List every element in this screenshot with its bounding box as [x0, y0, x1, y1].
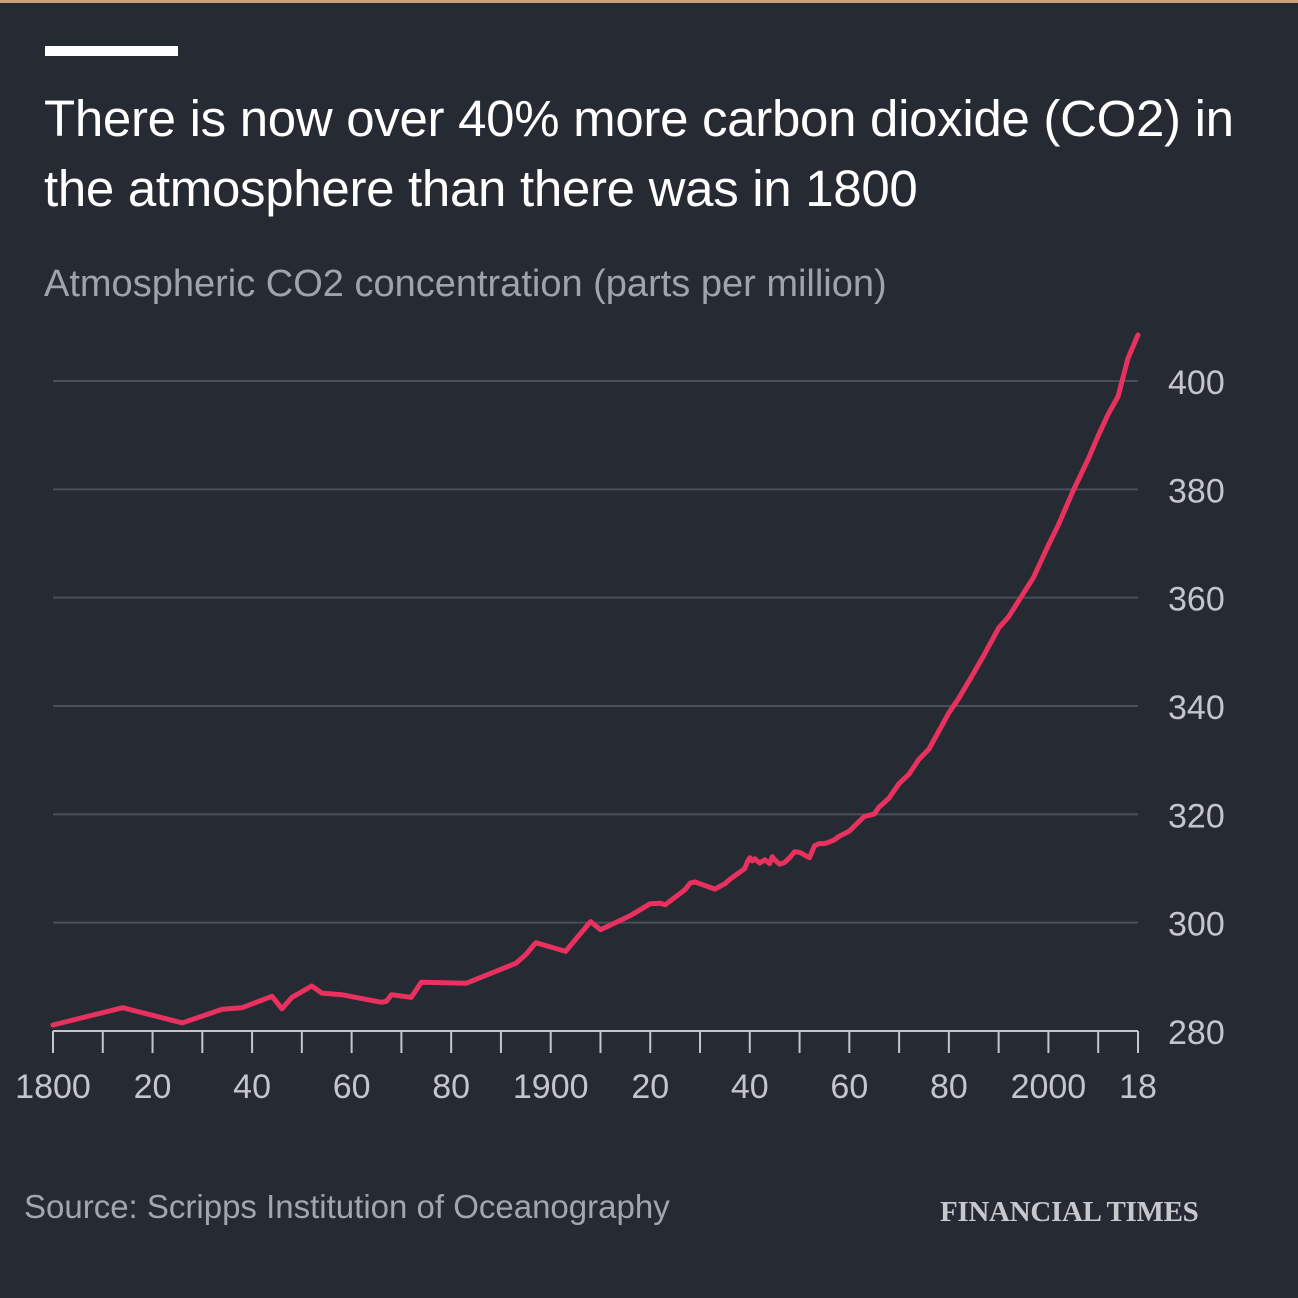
- y-tick-label-300: 300: [1168, 906, 1225, 944]
- x-tick-label-1800: 1800: [15, 1068, 91, 1106]
- x-tick-label-1860: 60: [333, 1068, 371, 1106]
- x-tick-label-1940: 40: [731, 1068, 769, 1106]
- y-tick-label-340: 340: [1168, 689, 1225, 727]
- x-axis-labels: 1800 20 40 60 80 1900 20 40 60 80 2000 18: [15, 1068, 1157, 1106]
- x-tick-label-1980: 80: [930, 1068, 968, 1106]
- y-tick-label-360: 360: [1168, 581, 1225, 619]
- co2-line-chart: 280 300 320 340 360 380 400 1800 20 40 60 80 1900 20…: [15, 332, 1225, 1106]
- title-accent-bar: [45, 46, 178, 56]
- x-tick-label-1960: 60: [830, 1068, 868, 1106]
- y-tick-label-400: 400: [1168, 364, 1225, 402]
- x-tick-label-1880: 80: [432, 1068, 470, 1106]
- x-tick-label-1820: 20: [134, 1068, 172, 1106]
- x-tick-label-1920: 20: [631, 1068, 669, 1106]
- x-tick-label-1900: 1900: [513, 1068, 589, 1106]
- source-note: Source: Scripps Institution of Oceanogra…: [24, 1188, 670, 1225]
- y-tick-label-280: 280: [1168, 1014, 1225, 1052]
- y-tick-label-380: 380: [1168, 472, 1225, 510]
- x-tick-label-2018: 18: [1119, 1068, 1157, 1106]
- y-axis-labels: 280 300 320 340 360 380 400: [1168, 364, 1225, 1052]
- brand-wordmark: FINANCIAL TIMES: [940, 1196, 1199, 1228]
- x-axis: [52, 1030, 1139, 1053]
- x-tick-label-1840: 40: [233, 1068, 271, 1106]
- gridlines: [53, 380, 1138, 924]
- top-rule: [0, 0, 1298, 3]
- series-layer: [50, 332, 1141, 1028]
- chart-subtitle: Atmospheric CO2 concentration (parts per…: [44, 263, 887, 305]
- co2-series-line: [50, 332, 1141, 1028]
- x-tick-label-2000: 2000: [1011, 1068, 1087, 1106]
- chart-title: There is now over 40% more carbon dioxid…: [44, 90, 1234, 217]
- y-tick-label-320: 320: [1168, 797, 1225, 835]
